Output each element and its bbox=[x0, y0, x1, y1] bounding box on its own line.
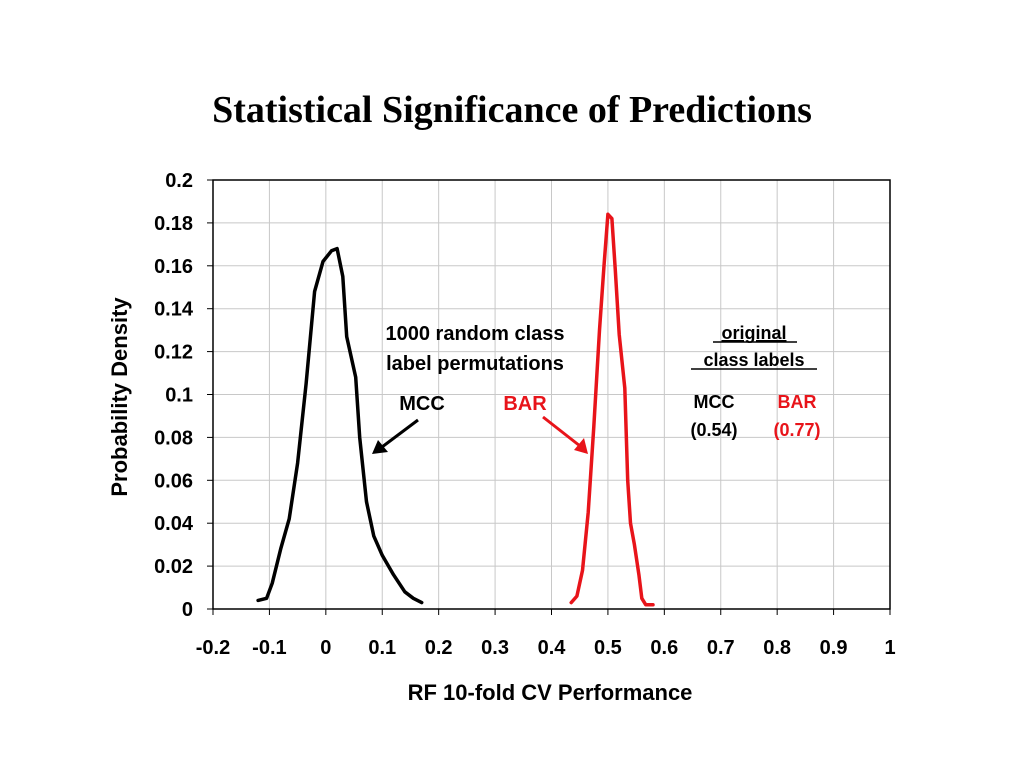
x-tick-label: 0.6 bbox=[650, 637, 678, 659]
x-tick-label: 0.1 bbox=[368, 637, 396, 659]
y-tick-label: 0.12 bbox=[154, 342, 193, 364]
mcc-arrow-head bbox=[372, 440, 388, 454]
x-tick-label: 1 bbox=[884, 637, 895, 659]
x-tick-label: 0.3 bbox=[481, 637, 509, 659]
chart-title: Statistical Significance of Predictions bbox=[212, 89, 812, 131]
y-axis-label: Probability Density bbox=[107, 297, 132, 497]
y-tick-label: 0 bbox=[182, 599, 193, 621]
y-tick-label: 0.08 bbox=[154, 427, 193, 449]
orig-mcc-value: (0.54) bbox=[690, 420, 737, 440]
bar-arrow-head bbox=[574, 438, 588, 454]
y-tick-label: 0.04 bbox=[154, 513, 194, 535]
x-tick-label: 0.9 bbox=[820, 637, 848, 659]
permutations-label-line1: 1000 random class bbox=[386, 323, 565, 345]
y-tick-label: 0.14 bbox=[154, 299, 194, 321]
x-tick-label: -0.2 bbox=[196, 637, 230, 659]
original-label-line2: class labels bbox=[703, 350, 804, 370]
y-axis-ticks: 0 0.02 0.04 0.06 0.08 0.1 0.12 0.14 0.16 0.18 0.2 bbox=[154, 170, 213, 621]
y-tick-label: 0.1 bbox=[165, 385, 193, 407]
bar-annotation: BAR bbox=[503, 393, 547, 415]
mcc-annotation: MCC bbox=[399, 393, 445, 415]
x-tick-label: 0 bbox=[320, 637, 331, 659]
x-tick-label: 0.4 bbox=[538, 637, 567, 659]
permutations-label-line2: label permutations bbox=[386, 353, 564, 375]
bar-arrow-shaft bbox=[542, 415, 581, 448]
x-tick-label: 0.7 bbox=[707, 637, 735, 659]
orig-bar-label: BAR bbox=[778, 392, 817, 412]
x-tick-label: 0.8 bbox=[763, 637, 791, 659]
y-tick-label: 0.16 bbox=[154, 256, 193, 278]
orig-mcc-label: MCC bbox=[694, 392, 735, 412]
orig-bar-value: (0.77) bbox=[773, 420, 820, 440]
x-axis-ticks: -0.2 -0.1 0 0.1 0.2 0.3 0.4 0.5 0.6 0.7 0.8 0.9 1 bbox=[196, 609, 896, 659]
x-tick-label: 0.2 bbox=[425, 637, 453, 659]
x-axis-label: RF 10-fold CV Performance bbox=[408, 680, 693, 705]
series-lines bbox=[256, 212, 655, 607]
x-tick-label: -0.1 bbox=[252, 637, 286, 659]
y-tick-label: 0.18 bbox=[154, 213, 193, 235]
series-line-bar bbox=[569, 212, 655, 607]
y-tick-label: 0.06 bbox=[154, 470, 193, 492]
x-tick-label: 0.5 bbox=[594, 637, 622, 659]
mcc-arrow-shaft bbox=[381, 418, 419, 449]
y-tick-label: 0.02 bbox=[154, 556, 193, 578]
series-line-mcc bbox=[256, 246, 424, 605]
original-label-line1: original bbox=[721, 323, 786, 343]
y-tick-label: 0.2 bbox=[165, 170, 193, 192]
